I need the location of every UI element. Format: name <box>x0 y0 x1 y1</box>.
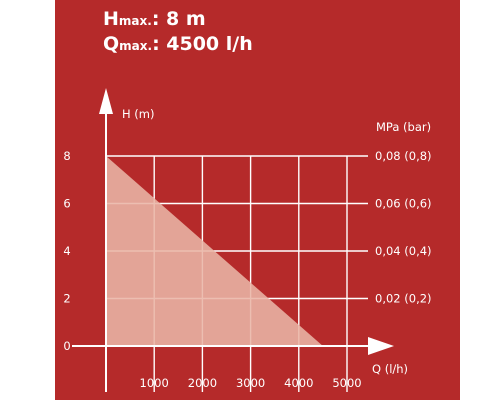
x-axis-arrow <box>368 337 394 355</box>
x-axis-label: Q (l/h) <box>372 362 408 376</box>
y-axis-arrow <box>99 88 113 114</box>
hmax-value: : 8 m <box>152 8 206 30</box>
qmax-label: Qmax.: 4500 l/h <box>103 33 253 55</box>
hmax-symbol: H <box>103 8 119 30</box>
y2-tick-label-2: 0,06 (0,6) <box>375 197 432 211</box>
x-tick-label-4: 5000 <box>332 376 361 390</box>
qmax-sub: max. <box>119 39 152 53</box>
y2-axis-label: MPa (bar) <box>376 120 431 134</box>
area-fill <box>106 156 323 346</box>
y2-tick-label-1: 0,04 (0,4) <box>375 244 432 258</box>
axes <box>72 88 394 392</box>
tick-labels: 0 2 4 6 8 1000 2000 3000 4000 5000 0,02 (0,2) 0,04 … <box>63 149 431 390</box>
y-tick-label-4: 8 <box>63 149 70 163</box>
x-tick-label-2: 3000 <box>236 376 265 390</box>
y2-tick-label-3: 0,08 (0,8) <box>375 149 432 163</box>
y-tick-label-0: 0 <box>63 339 70 353</box>
y-tick-label-1: 2 <box>63 292 70 306</box>
y2-tick-label-0: 0,02 (0,2) <box>375 292 432 306</box>
x-tick-label-1: 2000 <box>188 376 217 390</box>
hmax-sub: max. <box>119 14 152 28</box>
x-tick-label-3: 4000 <box>284 376 313 390</box>
qmax-symbol: Q <box>103 33 119 55</box>
qmax-value: : 4500 l/h <box>152 33 253 55</box>
curve-area <box>106 156 323 346</box>
y-axis-label: H (m) <box>122 107 154 121</box>
y-tick-label-2: 4 <box>63 244 70 258</box>
hmax-label: Hmax.: 8 m <box>103 8 206 30</box>
y-tick-label-3: 6 <box>63 197 70 211</box>
x-tick-label-0: 1000 <box>140 376 169 390</box>
